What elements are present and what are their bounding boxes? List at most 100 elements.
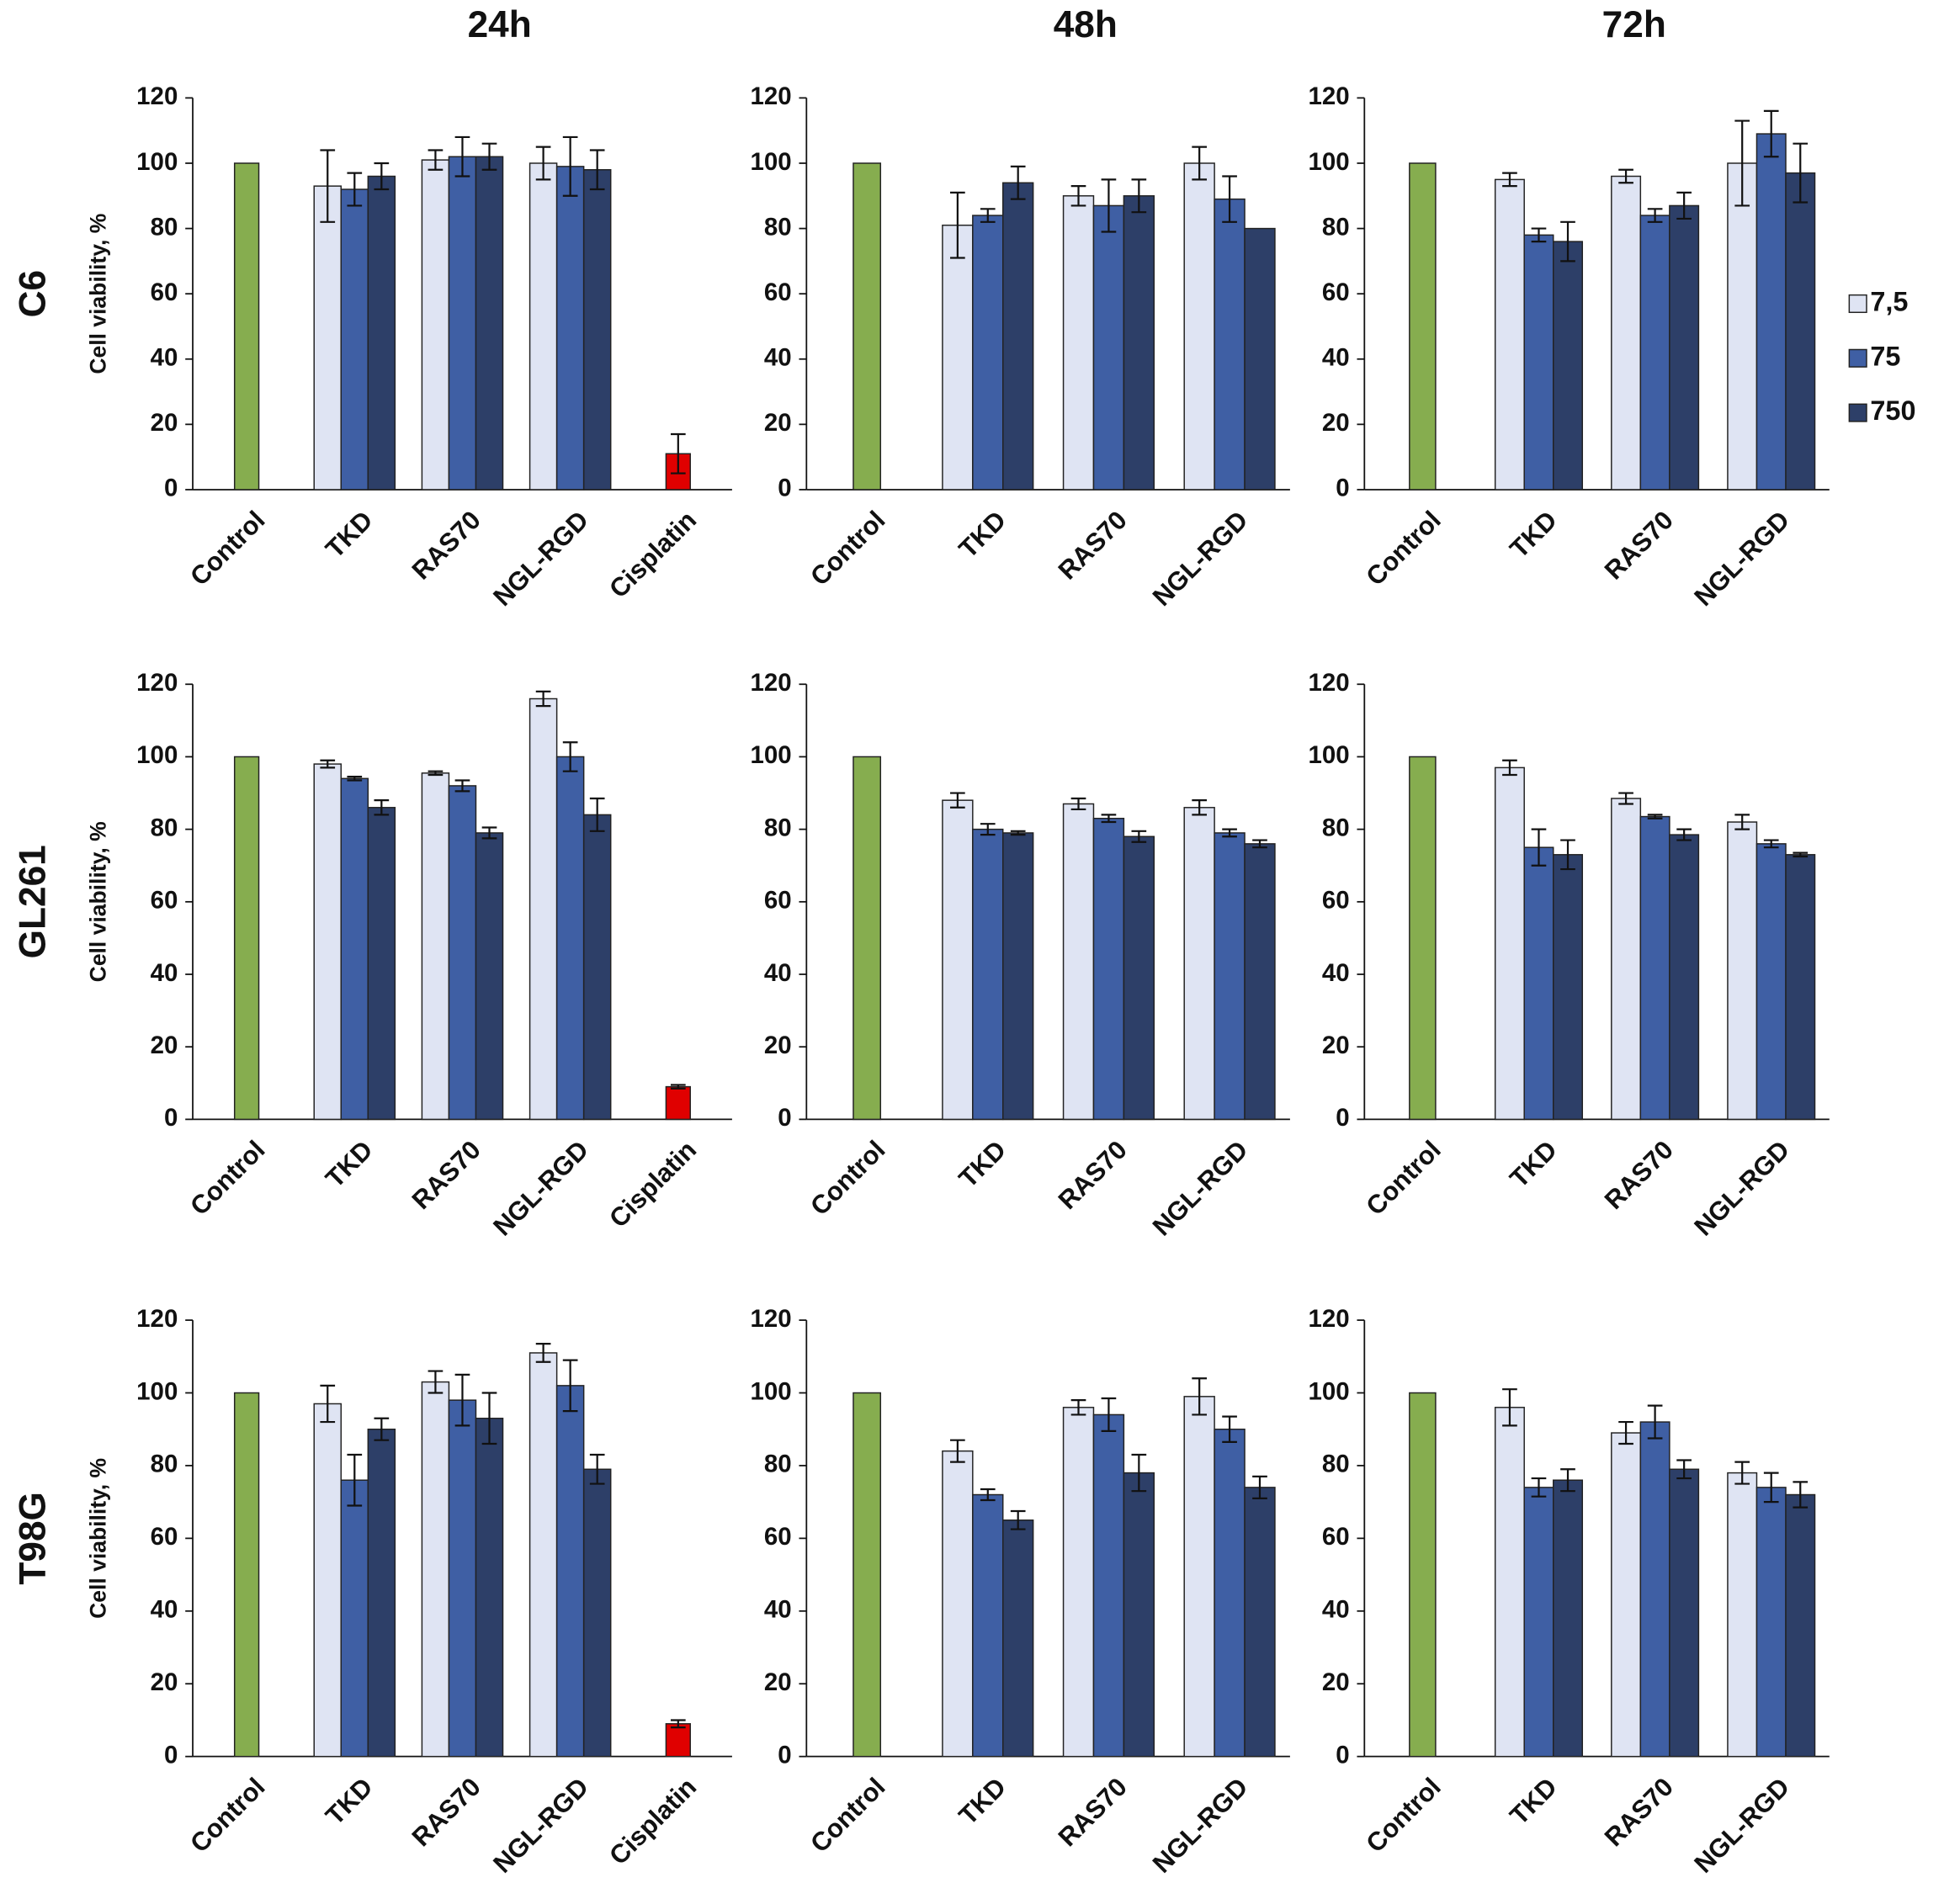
bar [340, 1479, 369, 1758]
bar [1183, 162, 1215, 491]
legend-swatch [1848, 348, 1867, 368]
y-tick-label: 60 [151, 887, 178, 915]
error-bar [1793, 851, 1809, 858]
x-tick-label: Control [1360, 1772, 1446, 1858]
bar [1669, 204, 1700, 491]
y-tick-label: 120 [136, 82, 178, 110]
y-tick-label: 100 [136, 741, 178, 769]
x-tick-label: TKD [953, 1772, 1012, 1831]
row-label: T98G [13, 1492, 54, 1585]
y-tick-label: 40 [764, 344, 792, 372]
x-tick-label: NGL-RGD [1688, 505, 1795, 612]
x-tick-label: TKD [1504, 505, 1563, 564]
bar [1639, 815, 1670, 1121]
control-bar [233, 756, 260, 1121]
y-tick-label: 20 [1322, 1668, 1350, 1696]
bar [448, 1399, 477, 1758]
error-bar [670, 1084, 686, 1090]
bar [421, 159, 450, 491]
bar [313, 763, 343, 1121]
bar [1785, 1493, 1816, 1758]
bar [1244, 227, 1276, 491]
error-bar [1192, 799, 1208, 816]
y-tick-label: 20 [1322, 1032, 1350, 1059]
y-tick-label: 20 [764, 409, 792, 437]
legend-label: 75 [1870, 341, 1900, 371]
bar [528, 162, 558, 491]
bar [582, 814, 612, 1121]
error-bar [1502, 759, 1517, 777]
bar [475, 832, 504, 1121]
bar [555, 166, 585, 491]
y-axis-label: Cell viability, % [86, 214, 111, 374]
y-tick-label: 0 [164, 1741, 178, 1769]
error-bar [1502, 172, 1517, 188]
error-bar [535, 1343, 551, 1363]
y-tick-label: 120 [1308, 1305, 1349, 1333]
y-tick-label: 80 [764, 213, 792, 241]
error-bar [1647, 814, 1663, 819]
column-title: 48h [1054, 4, 1118, 45]
cisplatin-bar [665, 1723, 691, 1758]
error-bar [589, 1453, 605, 1485]
bar [1523, 846, 1554, 1121]
x-tick-label: Control [1360, 505, 1446, 591]
y-axis-label: Cell viability, % [86, 1458, 111, 1619]
bar [367, 807, 396, 1121]
error-bar [1531, 828, 1547, 867]
bar [1494, 178, 1525, 491]
error-bar [374, 162, 390, 191]
y-tick-label: 60 [1322, 887, 1350, 915]
error-bar [1647, 208, 1663, 223]
y-tick-label: 100 [136, 1377, 178, 1405]
x-tick-label: RAS70 [1599, 1135, 1679, 1215]
control-bar [852, 756, 882, 1121]
legend-swatch [1848, 294, 1867, 314]
bar [1002, 832, 1034, 1121]
bar [1183, 1396, 1215, 1758]
y-tick-label: 120 [750, 669, 791, 697]
bar [421, 1381, 450, 1758]
bar [1727, 1472, 1758, 1758]
error-bar [1734, 119, 1750, 207]
error-bar [481, 1392, 497, 1445]
error-bar [1101, 1397, 1117, 1432]
bar [582, 169, 612, 491]
bar [1092, 204, 1125, 491]
bar [1755, 843, 1787, 1121]
y-tick-label: 0 [1336, 1104, 1349, 1132]
y-tick-label: 40 [764, 959, 792, 987]
x-tick-label: Cisplatin [603, 505, 702, 603]
y-tick-label: 60 [764, 1523, 792, 1551]
error-bar [1531, 227, 1547, 243]
x-tick-label: NGL-RGD [487, 505, 594, 612]
error-bar [950, 1439, 965, 1463]
bar [313, 185, 343, 491]
error-bar [1131, 830, 1147, 843]
y-tick-label: 120 [136, 669, 178, 697]
bar [1639, 215, 1670, 491]
bar [1183, 807, 1215, 1121]
y-tick-label: 40 [1322, 1596, 1350, 1624]
error-bar [454, 1373, 470, 1427]
x-tick-label: Control [1360, 1135, 1446, 1221]
error-bar [980, 208, 996, 223]
error-bar [320, 1384, 336, 1424]
error-bar [1793, 1481, 1809, 1509]
error-bar [1252, 1475, 1267, 1499]
error-bar [1676, 191, 1692, 220]
y-tick-label: 100 [1308, 1377, 1349, 1405]
x-tick-label: TKD [1504, 1135, 1563, 1194]
error-bar [374, 799, 390, 816]
error-bar [374, 1417, 390, 1441]
error-bar [1531, 1477, 1547, 1498]
x-tick-label: Control [805, 505, 890, 591]
x-tick-label: NGL-RGD [1688, 1135, 1795, 1242]
y-tick-label: 100 [750, 148, 791, 176]
y-tick-label: 40 [151, 1596, 178, 1624]
control-bar [233, 162, 260, 491]
bar [1785, 172, 1816, 491]
y-tick-label: 100 [136, 148, 178, 176]
